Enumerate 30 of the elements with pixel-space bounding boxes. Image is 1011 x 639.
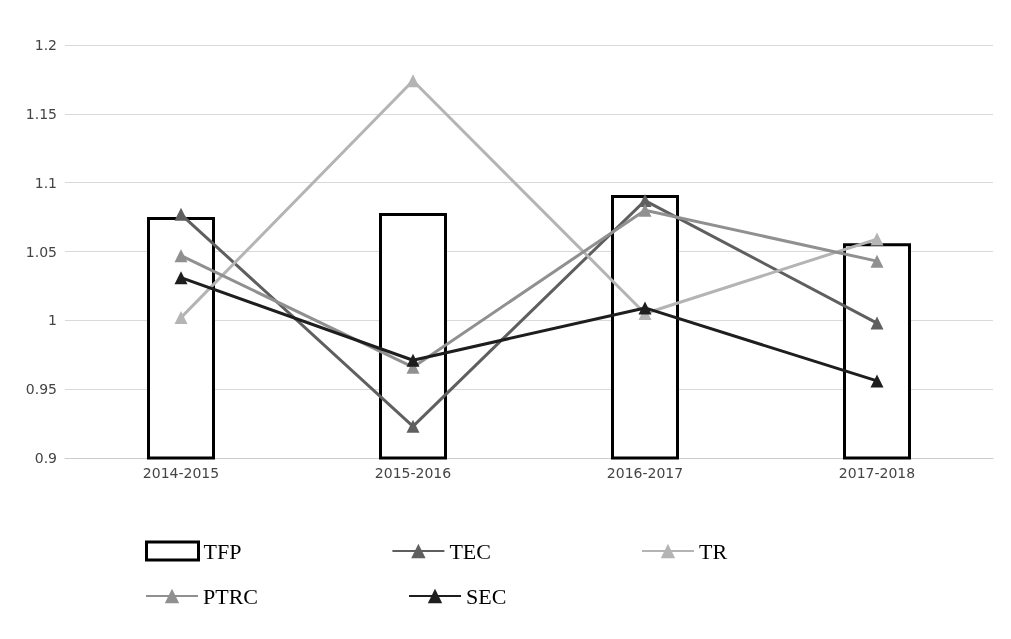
point bbox=[174, 271, 188, 285]
point bbox=[870, 374, 884, 388]
y-tick-label: 1.15 bbox=[25, 105, 57, 122]
point bbox=[638, 194, 652, 208]
y-tick-label: 0.9 bbox=[34, 450, 57, 466]
x-tick-label: 2015-2016 bbox=[374, 465, 452, 481]
point bbox=[638, 301, 652, 315]
legend-label: PTRC bbox=[203, 583, 259, 609]
point bbox=[174, 249, 188, 263]
point bbox=[174, 311, 188, 325]
legend-label: TR bbox=[698, 538, 728, 564]
y-tick-label: 1.1 bbox=[34, 174, 57, 191]
point bbox=[406, 74, 420, 88]
point bbox=[406, 419, 420, 433]
point bbox=[870, 316, 884, 330]
x-tick-label: 2014-2015 bbox=[142, 465, 220, 481]
y-tick-label: 1.2 bbox=[34, 37, 57, 53]
point bbox=[174, 207, 188, 221]
x-tick-label: 2017-2018 bbox=[838, 465, 916, 481]
point bbox=[870, 232, 884, 246]
point bbox=[406, 353, 420, 367]
y-tick-label: 1.05 bbox=[25, 243, 57, 260]
y-tick-label: 1 bbox=[48, 312, 57, 329]
y-tick-label: 0.95 bbox=[25, 381, 57, 398]
point bbox=[638, 203, 652, 217]
legend-label: SEC bbox=[466, 583, 507, 609]
legend-label: TEC bbox=[449, 538, 491, 564]
legend-label: TFP bbox=[203, 538, 242, 564]
point bbox=[870, 254, 884, 268]
x-tick-label: 2016-2017 bbox=[606, 465, 684, 481]
